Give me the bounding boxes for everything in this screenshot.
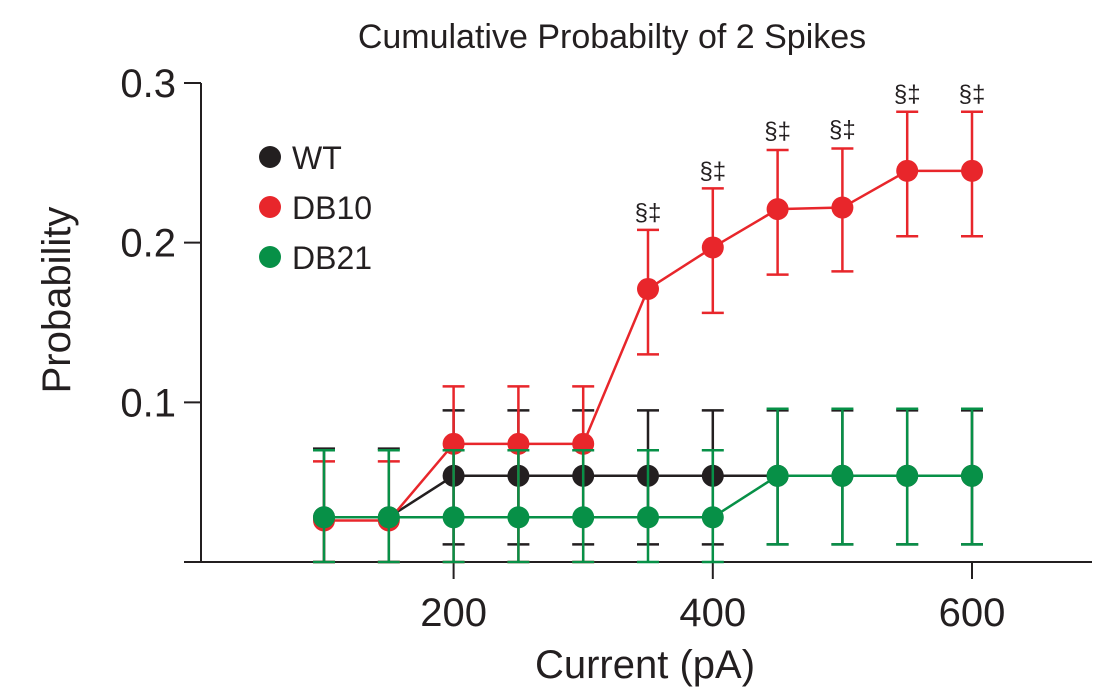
data-point [637,277,659,300]
legend-label-db21: DB21 [292,240,372,276]
y-axis-label: Probability [35,207,79,394]
significance-marker: §‡ [699,158,726,185]
data-point [701,506,724,529]
x-tick-label: 200 [420,591,487,635]
data-point [313,506,335,529]
data-point [961,464,983,487]
data-point [572,506,595,529]
significance-marker: §‡ [764,118,791,145]
data-point [766,198,789,221]
axes: 0.1 0.2 0.3 200 400 600 [120,62,1092,635]
data-point [896,159,919,182]
significance-marker: §‡ [894,81,921,108]
legend-marker-wt [259,146,281,168]
data-point [442,506,465,529]
legend-marker-db10 [259,196,281,218]
data-point [961,159,983,182]
y-tick-label: 0.1 [120,381,176,425]
x-tick-label: 400 [679,591,746,635]
legend-label-db10: DB10 [292,190,372,226]
legend: WT DB10 DB21 [259,140,372,276]
series-db21 [313,407,983,564]
legend-marker-db21 [259,246,281,268]
x-tick-label: 600 [939,591,1006,635]
significance-marker: §‡ [829,116,856,143]
data-point [507,506,530,529]
series-db10 [313,110,983,564]
significance-marker: §‡ [959,81,986,108]
legend-label-wt: WT [292,140,342,176]
y-tick-label: 0.2 [120,222,176,266]
annotation-layer: §‡ §‡ §‡ §‡ §‡ §‡ [635,81,986,226]
data-point [766,464,789,487]
significance-marker: §‡ [635,199,662,226]
data-point [831,464,854,487]
y-tick-label: 0.3 [120,62,176,106]
x-axis-label: Current (pA) [535,643,755,687]
series-layer [313,110,983,564]
data-point [701,236,724,259]
chart-title: Cumulative Probabilty of 2 Spikes [358,18,866,56]
data-point [377,506,400,529]
data-point [637,506,659,529]
data-point [896,464,919,487]
data-point [831,196,854,219]
